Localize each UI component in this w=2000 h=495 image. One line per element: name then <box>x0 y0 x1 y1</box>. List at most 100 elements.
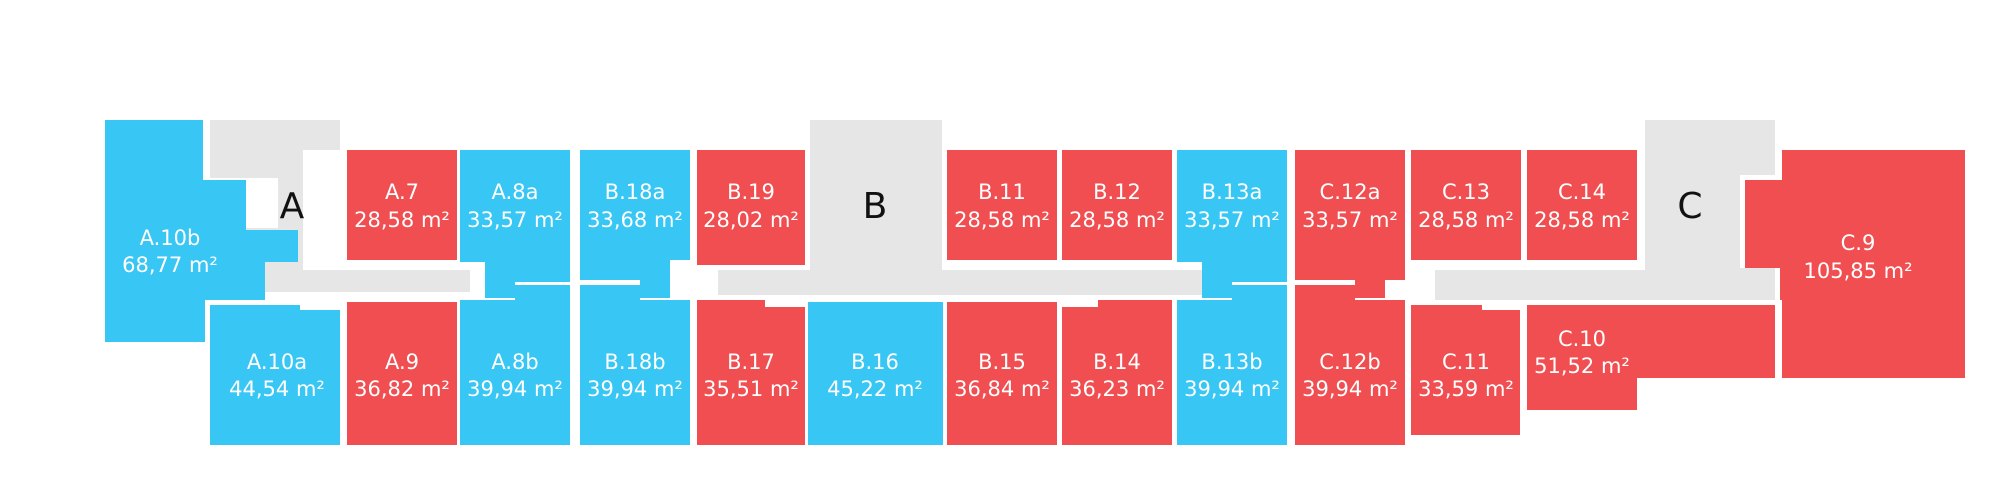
unit-c-9[interactable]: C.9 105,85 m² <box>1745 150 1965 378</box>
unit-b-17[interactable]: B.17 35,51 m² <box>697 300 805 445</box>
unit-shape <box>697 150 805 265</box>
unit-b-18b[interactable]: B.18b 39,94 m² <box>580 285 690 445</box>
unit-shape <box>697 300 805 445</box>
unit-name: B.19 <box>727 180 775 204</box>
unit-b-19[interactable]: B.19 28,02 m² <box>697 150 805 265</box>
unit-area: 33,57 m² <box>1184 208 1280 232</box>
unit-a-9[interactable]: A.9 36,82 m² <box>347 302 457 445</box>
unit-name: C.14 <box>1558 180 1606 204</box>
block-letter-b: B <box>863 186 888 227</box>
unit-name: A.8a <box>492 180 539 204</box>
unit-shape <box>1062 300 1172 445</box>
unit-area: 39,94 m² <box>467 377 563 401</box>
unit-name: A.10b <box>140 226 201 250</box>
unit-shape <box>1177 285 1287 445</box>
unit-name: C.10 <box>1558 327 1606 351</box>
unit-area: 28,02 m² <box>703 208 799 232</box>
unit-a-7[interactable]: A.7 28,58 m² <box>347 150 457 260</box>
unit-b-13a[interactable]: B.13a 33,57 m² <box>1177 150 1287 298</box>
unit-area: 36,23 m² <box>1069 377 1165 401</box>
unit-name: C.9 <box>1841 231 1876 255</box>
core-c <box>1435 120 1775 300</box>
unit-area: 39,94 m² <box>587 377 683 401</box>
unit-shape <box>1527 150 1637 260</box>
unit-area: 105,85 m² <box>1803 259 1912 283</box>
unit-area: 28,58 m² <box>354 208 450 232</box>
unit-name: B.12 <box>1093 180 1141 204</box>
unit-name: B.17 <box>727 350 775 374</box>
unit-name: B.18b <box>604 350 665 374</box>
unit-a-8a[interactable]: A.8a 33,57 m² <box>460 150 570 298</box>
unit-shape <box>947 302 1057 445</box>
corridor-b-c <box>1148 270 1208 295</box>
unit-a-10a[interactable]: A.10a 44,54 m² <box>210 305 340 445</box>
unit-area: 33,68 m² <box>587 208 683 232</box>
unit-area: 35,51 m² <box>703 377 799 401</box>
unit-area: 28,58 m² <box>1534 208 1630 232</box>
unit-name: B.15 <box>978 350 1026 374</box>
unit-b-14[interactable]: B.14 36,23 m² <box>1062 300 1172 445</box>
unit-b-11[interactable]: B.11 28,58 m² <box>947 150 1057 260</box>
unit-name: B.13b <box>1201 350 1262 374</box>
block-letter-a: A <box>280 186 305 227</box>
unit-shape <box>460 285 570 445</box>
unit-b-12[interactable]: B.12 28,58 m² <box>1062 150 1172 260</box>
unit-shape <box>1411 305 1520 435</box>
unit-shape <box>1062 150 1172 260</box>
unit-b-16[interactable]: B.16 45,22 m² <box>808 302 943 445</box>
unit-name: A.9 <box>385 350 419 374</box>
unit-name: A.8b <box>491 350 538 374</box>
block-letter-c: C <box>1677 186 1702 227</box>
unit-area: 28,58 m² <box>1069 208 1165 232</box>
unit-c-12a[interactable]: C.12a 33,57 m² <box>1295 150 1405 298</box>
unit-shape <box>347 302 457 445</box>
unit-shape <box>105 120 298 342</box>
unit-area: 36,82 m² <box>354 377 450 401</box>
unit-shape <box>1295 285 1405 445</box>
unit-c-14[interactable]: C.14 28,58 m² <box>1527 150 1637 260</box>
core-b <box>718 120 1148 295</box>
unit-c-10[interactable]: C.10 51,52 m² <box>1527 305 1775 410</box>
unit-name: A.7 <box>385 180 419 204</box>
unit-area: 39,94 m² <box>1184 377 1280 401</box>
unit-shape <box>580 150 690 298</box>
unit-area: 44,54 m² <box>229 377 325 401</box>
unit-shape <box>210 305 340 445</box>
unit-name: C.12a <box>1320 180 1381 204</box>
unit-area: 33,57 m² <box>467 208 563 232</box>
unit-shape <box>580 285 690 445</box>
unit-name: A.10a <box>247 350 307 374</box>
unit-area: 36,84 m² <box>954 377 1050 401</box>
unit-shape <box>460 150 570 298</box>
unit-name: B.11 <box>978 180 1026 204</box>
unit-area: 33,59 m² <box>1418 377 1514 401</box>
unit-name: B.13a <box>1202 180 1263 204</box>
unit-shape <box>947 150 1057 260</box>
unit-name: C.13 <box>1442 180 1490 204</box>
unit-c-12b[interactable]: C.12b 39,94 m² <box>1295 285 1405 445</box>
unit-area: 33,57 m² <box>1302 208 1398 232</box>
unit-c-13[interactable]: C.13 28,58 m² <box>1411 150 1521 260</box>
unit-name: C.11 <box>1442 350 1490 374</box>
corridor-a-b <box>430 270 470 292</box>
unit-name: B.18a <box>605 180 666 204</box>
unit-c-11[interactable]: C.11 33,59 m² <box>1411 305 1520 435</box>
unit-shape <box>1177 150 1287 298</box>
unit-area: 51,52 m² <box>1534 354 1630 378</box>
unit-area: 39,94 m² <box>1302 377 1398 401</box>
unit-shape <box>1411 150 1521 260</box>
unit-name: B.14 <box>1093 350 1141 374</box>
unit-a-8b[interactable]: A.8b 39,94 m² <box>460 285 570 445</box>
unit-a-10b[interactable]: A.10b 68,77 m² <box>105 120 298 342</box>
unit-b-15[interactable]: B.15 36,84 m² <box>947 302 1057 445</box>
unit-shape <box>1295 150 1405 298</box>
unit-name: C.12b <box>1319 350 1380 374</box>
unit-area: 28,58 m² <box>954 208 1050 232</box>
unit-shape <box>1527 305 1775 410</box>
unit-shape <box>1745 150 1965 378</box>
unit-b-18a[interactable]: B.18a 33,68 m² <box>580 150 690 298</box>
unit-shape <box>808 302 943 445</box>
unit-b-13b[interactable]: B.13b 39,94 m² <box>1177 285 1287 445</box>
unit-shape <box>347 150 457 260</box>
